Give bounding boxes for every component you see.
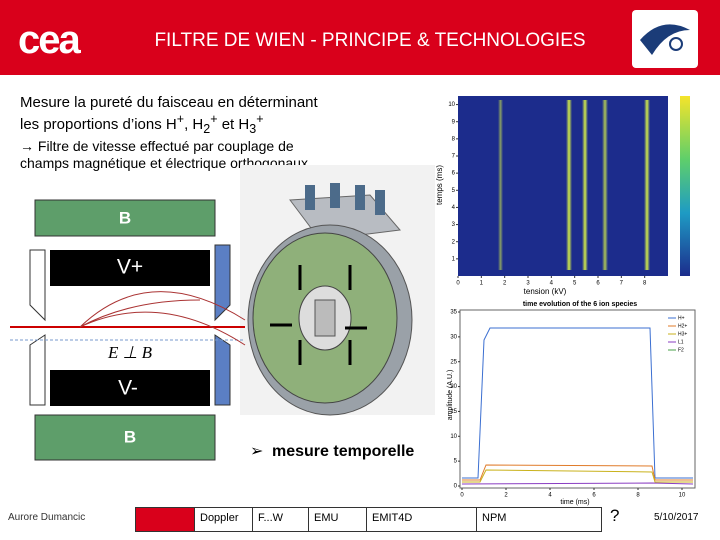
ion-symbol: H <box>192 116 204 133</box>
plot-area <box>459 309 696 489</box>
y-tick-label: 35 <box>450 310 457 316</box>
ion-symbol: H <box>165 116 177 133</box>
ion-charge: + <box>210 112 218 126</box>
cross-label: E ⊥ B <box>107 343 153 362</box>
nav-item[interactable]: EMIT4D <box>366 508 476 531</box>
plate-label: V- <box>118 377 138 400</box>
legend-label: L1 <box>678 339 684 345</box>
legend-label: H2+ <box>678 323 687 329</box>
legend: H+ H2+ H3+ L1 F2 <box>668 315 687 353</box>
heatmap-axes: 0 1 2 3 4 5 6 7 8 1 2 3 4 5 6 7 8 9 10 <box>448 102 647 286</box>
x-tick-label: 2 <box>503 281 507 287</box>
timeplot-axes: 0 2 4 6 8 10 0 5 10 15 20 25 30 35 <box>450 310 686 499</box>
text: les proportions d’ions <box>20 116 162 133</box>
text: Filtre de vitesse effectué par couplage … <box>37 138 294 154</box>
x-tick-label: 8 <box>643 281 647 287</box>
nav-item[interactable]: NPM <box>476 508 546 531</box>
x-tick-label: 5 <box>573 281 577 287</box>
x-tick-label: 0 <box>456 281 460 287</box>
author: Aurore Dumancic <box>8 512 86 523</box>
y-tick-label: 2 <box>452 239 456 245</box>
text-line: les proportions d’ions H+, H2+ et H3+ <box>20 111 318 138</box>
y-tick-label: 4 <box>452 205 456 211</box>
field-label: B <box>119 208 131 227</box>
text-line: Mesure la pureté du faisceau en détermin… <box>20 94 318 111</box>
title: FILTRE DE WIEN - PRINCIPE & TECHNOLOGIES <box>154 30 586 51</box>
axis-label: tension (kV) <box>524 287 567 296</box>
text-line: → Filtre de vitesse effectué par couplag… <box>20 138 318 155</box>
header-band <box>0 0 720 75</box>
ion: H2+ <box>192 112 217 136</box>
x-tick-label: 6 <box>596 281 600 287</box>
legend-label: F2 <box>678 347 684 353</box>
plate-label: V+ <box>117 256 143 279</box>
x-tick-label: 4 <box>548 493 552 499</box>
heatmap-stripes <box>498 100 650 270</box>
x-tick-label: 3 <box>526 281 530 287</box>
nav-marker <box>136 508 194 531</box>
bullet-marker: ➢ <box>250 443 263 460</box>
text-line: champs magnétique et électrique orthogon… <box>20 155 308 171</box>
heatmap-area <box>458 96 668 276</box>
y-tick-label: 30 <box>450 334 457 340</box>
legend-label: H3+ <box>678 331 687 337</box>
x-tick-label: 10 <box>679 493 686 499</box>
time-curves <box>461 327 694 485</box>
x-tick-label: 8 <box>636 493 640 499</box>
y-tick-label: 6 <box>452 171 456 177</box>
y-tick-label: 15 <box>450 409 457 415</box>
y-tick-label: 25 <box>450 359 457 365</box>
partner-logo <box>632 10 698 68</box>
x-tick-label: 4 <box>550 281 554 287</box>
axis-label: amplitude (A.U.) <box>447 370 454 421</box>
ion-index: 3 <box>249 122 257 136</box>
y-tick-label: 8 <box>452 136 456 142</box>
y-tick-label: 10 <box>450 434 457 440</box>
nav-item[interactable]: F...W <box>252 508 308 531</box>
legend-label: H+ <box>678 315 685 321</box>
date: 5/10/2017 <box>654 512 699 523</box>
y-tick-label: 10 <box>448 102 455 108</box>
field-label: B <box>124 427 136 446</box>
y-tick-label: 5 <box>452 188 456 194</box>
separator: , <box>184 116 189 133</box>
y-tick-label: 1 <box>452 256 456 262</box>
nav-bar: Doppler F...W EMU EMIT4D NPM <box>135 507 602 532</box>
axis-label: temps (ms) <box>435 165 444 205</box>
ion: H+ <box>165 112 184 133</box>
arrow: → <box>20 138 34 154</box>
x-tick-label: 2 <box>504 493 508 499</box>
help[interactable]: ? <box>610 506 620 525</box>
y-tick-label: 7 <box>452 154 456 160</box>
device <box>240 165 435 416</box>
separator: et <box>221 116 235 133</box>
nav-item[interactable]: Doppler <box>194 508 252 531</box>
x-tick-label: 7 <box>620 281 624 287</box>
wien-diagram: B V+ E ⊥ B V- B <box>10 199 246 461</box>
logo: cea <box>18 18 81 62</box>
y-tick-label: 5 <box>454 459 458 465</box>
bullet-text: mesure temporelle <box>272 443 414 460</box>
ion-symbol: H <box>238 116 250 133</box>
plot-title: time evolution of the 6 ion species <box>523 301 637 308</box>
y-tick-label: 0 <box>454 484 458 490</box>
y-tick-label: 9 <box>452 119 456 125</box>
intro-text: Mesure la pureté du faisceau en détermin… <box>20 94 318 172</box>
y-tick-label: 20 <box>450 384 457 390</box>
ion: H3+ <box>238 112 263 136</box>
ion-charge: + <box>176 112 185 126</box>
x-tick-label: 1 <box>480 281 484 287</box>
nav-item[interactable]: EMU <box>308 508 366 531</box>
ion-index: 2 <box>203 122 211 136</box>
y-tick-label: 3 <box>452 222 456 228</box>
x-tick-label: 6 <box>592 493 596 499</box>
x-tick-label: 0 <box>460 493 464 499</box>
colorbar <box>680 96 690 276</box>
ion-charge: + <box>256 112 264 126</box>
axis-label: time (ms) <box>560 499 589 506</box>
